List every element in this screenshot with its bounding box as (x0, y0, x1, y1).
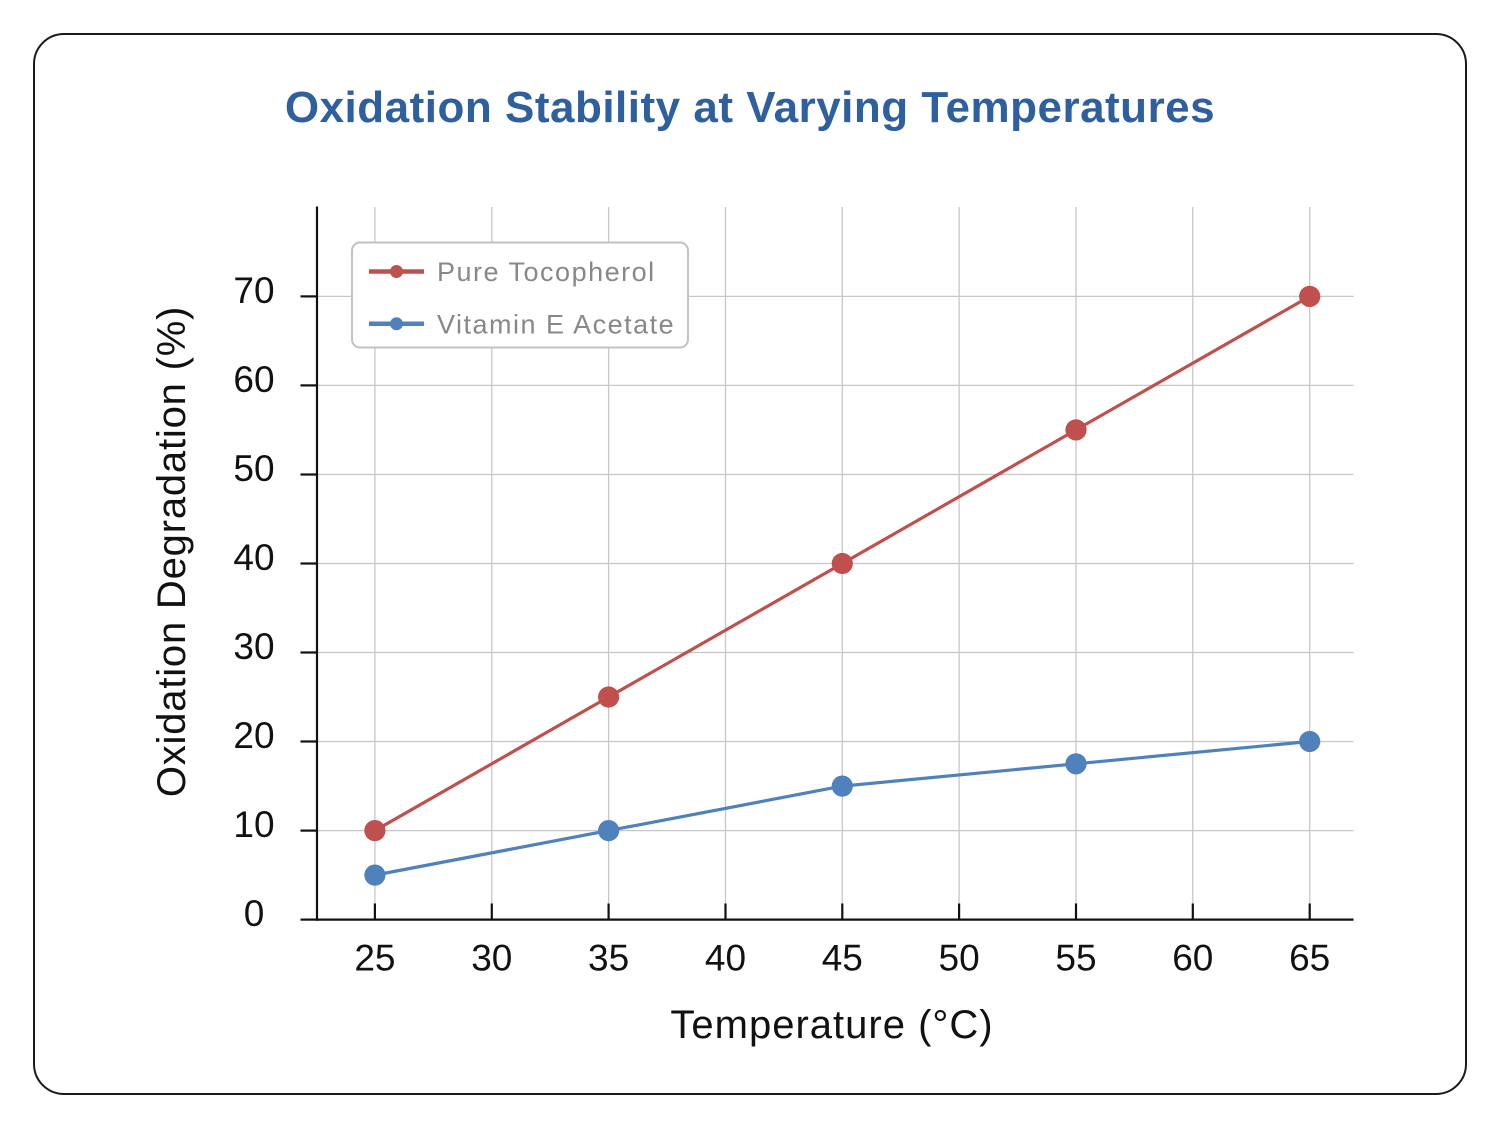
svg-text:40: 40 (233, 537, 274, 578)
svg-text:45: 45 (822, 938, 863, 979)
svg-text:Oxidation Stability at Varying: Oxidation Stability at Varying Temperatu… (285, 83, 1215, 132)
svg-text:30: 30 (471, 938, 512, 979)
svg-text:Temperature (°C): Temperature (°C) (670, 1003, 993, 1047)
svg-text:35: 35 (588, 938, 629, 979)
svg-text:40: 40 (705, 938, 746, 979)
svg-text:10: 10 (233, 804, 274, 845)
svg-text:Pure Tocopherol: Pure Tocopherol (437, 257, 656, 287)
svg-text:65: 65 (1289, 938, 1330, 979)
svg-text:30: 30 (233, 626, 274, 667)
svg-text:55: 55 (1055, 938, 1096, 979)
svg-text:50: 50 (939, 938, 980, 979)
svg-text:60: 60 (233, 359, 274, 400)
svg-text:0: 0 (244, 893, 265, 934)
svg-text:Vitamin E Acetate: Vitamin E Acetate (437, 309, 675, 339)
svg-text:60: 60 (1172, 938, 1213, 979)
svg-text:Oxidation Degradation (%): Oxidation Degradation (%) (150, 306, 194, 797)
svg-text:20: 20 (233, 715, 274, 756)
svg-text:50: 50 (233, 448, 274, 489)
svg-text:25: 25 (354, 938, 395, 979)
svg-text:70: 70 (233, 270, 274, 311)
